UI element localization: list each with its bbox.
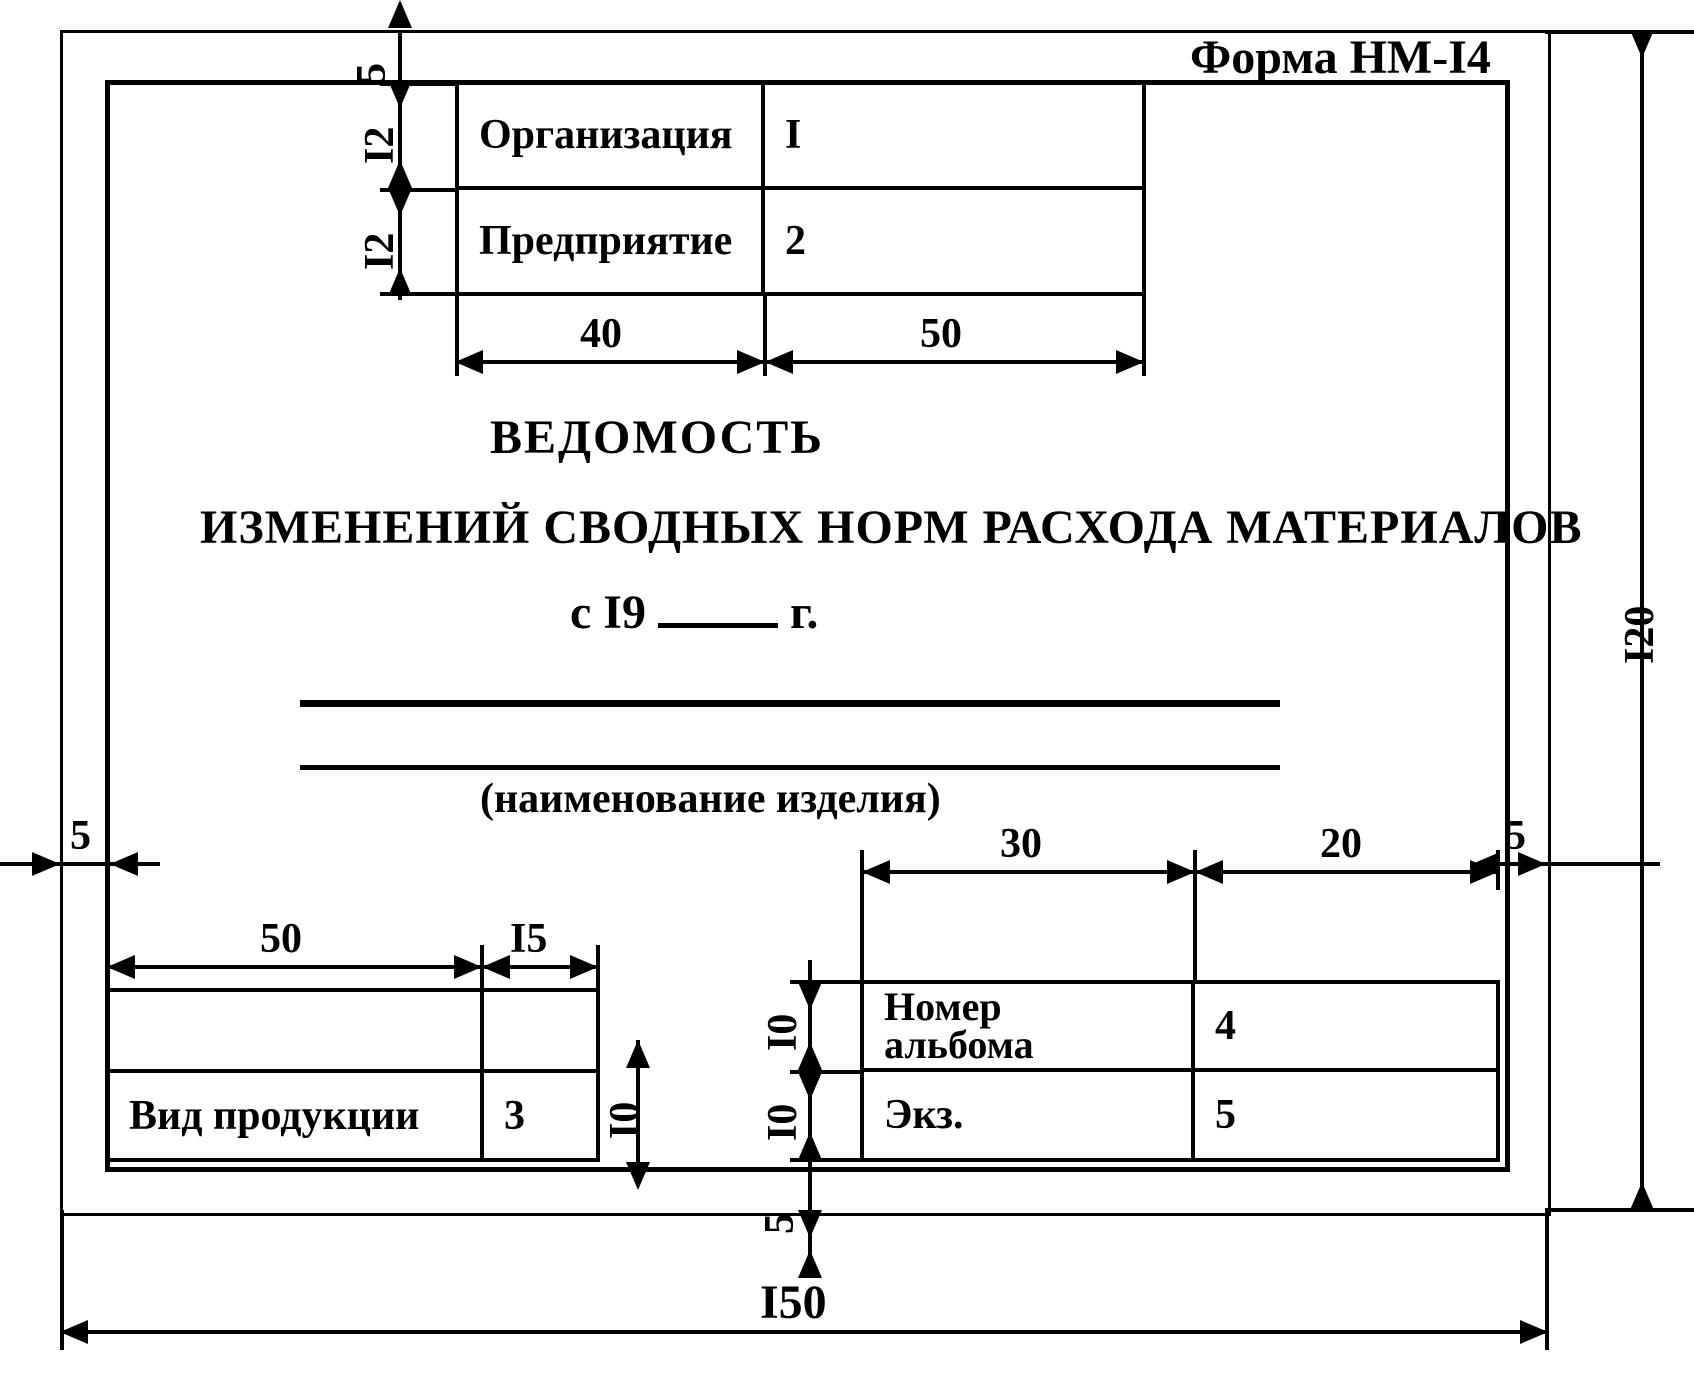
form-label: Форма НМ-I4 [1190,30,1491,85]
dim-5l-ar [32,852,60,876]
ekz-label-cell: Экз. [860,1068,1195,1162]
org-value-cell: I [761,80,1146,190]
dim-10bl-au [626,1040,650,1068]
dim-4050-line [455,360,1146,364]
dim-15-ar [570,955,598,979]
title-2: ИЗМЕНЕНИЙ СВОДНЫХ НОРМ РАСХОДА МАТЕРИАЛО… [200,500,1582,555]
dim-120-tick-top [1545,30,1694,34]
rule-2 [300,765,1280,770]
dim-50-top: 50 [920,310,962,358]
prod-empty-top [105,988,600,1073]
dim-10-br-a: I0 [759,1001,807,1051]
album-value-cell: 4 [1191,980,1500,1072]
dim-150-ar [1520,1320,1548,1344]
dim-5r-line [1480,862,1660,866]
ekz-value-cell: 5 [1191,1068,1500,1162]
dim-5-bottom: 5 [756,1194,804,1234]
dim-5l-al [110,852,138,876]
dim-15-al [482,955,510,979]
dim-20-ar [1470,860,1498,884]
dim-10-bl: I0 [601,1089,649,1139]
subcaption: (наименование изделия) [480,775,941,823]
title3-suffix: г. [790,586,818,639]
tick-12-1 [380,82,455,86]
dim-10-br-b: I0 [759,1091,807,1141]
ent-label-cell: Предприятие [455,186,765,296]
dim-12a: I2 [356,104,404,164]
dim-40-al [455,350,483,374]
dim-30-ar [1167,860,1195,884]
dim-150-t2 [1545,1210,1549,1350]
title3-prefix: с I9 [570,586,646,639]
dim-50bl-al [107,955,135,979]
dim-40: 40 [580,310,622,358]
dim-150: I50 [760,1275,827,1330]
prod-value-cell: 3 [480,1069,600,1162]
dim-120-tick-bot [1545,1208,1694,1212]
dim-10bl-ad [626,1162,650,1190]
ent-value-cell: 2 [761,186,1146,296]
dim-50bl-ar [454,955,482,979]
prod-label-cell: Вид продукции [105,1069,484,1162]
dim-15: I5 [510,915,547,963]
title3-blank [658,587,778,628]
tick-12-3 [380,292,455,296]
title-3: с I9 г. [570,585,818,640]
dim-12a-up [388,160,412,188]
dim-120: I20 [1616,584,1664,664]
dim-120-au [1630,1182,1654,1210]
album-label: Номеральбома [884,988,1034,1064]
tick-12-2 [380,188,455,192]
dim-5015-line [105,965,600,969]
dim-150-line [60,1330,1548,1334]
rule-1 [300,700,1280,707]
dim-5-right: 5 [1505,812,1526,860]
title-1: ВЕДОМОСТЬ [490,410,824,465]
dim-30: 30 [1000,820,1042,868]
dim-5-top-arr-up [388,0,412,28]
dim-150-al [60,1320,88,1344]
dim-5-top: 5 [348,44,396,84]
dim-50t-ar [1116,350,1144,374]
dim-5-left: 5 [70,812,91,860]
dim-12b: I2 [356,210,404,270]
dim-150-t1 [60,1210,64,1350]
dim-30-al [862,860,890,884]
dim-20: 20 [1320,820,1362,868]
org-label-cell: Организация [455,80,765,190]
dim-120-ad [1630,30,1654,58]
dim-40-ar [737,350,765,374]
dim-50-bl: 50 [260,915,302,963]
album-label-cell: Номеральбома [860,980,1195,1072]
dim-5b-au [798,1250,822,1278]
dim-20-al [1195,860,1223,884]
dim-50t-al [765,350,793,374]
